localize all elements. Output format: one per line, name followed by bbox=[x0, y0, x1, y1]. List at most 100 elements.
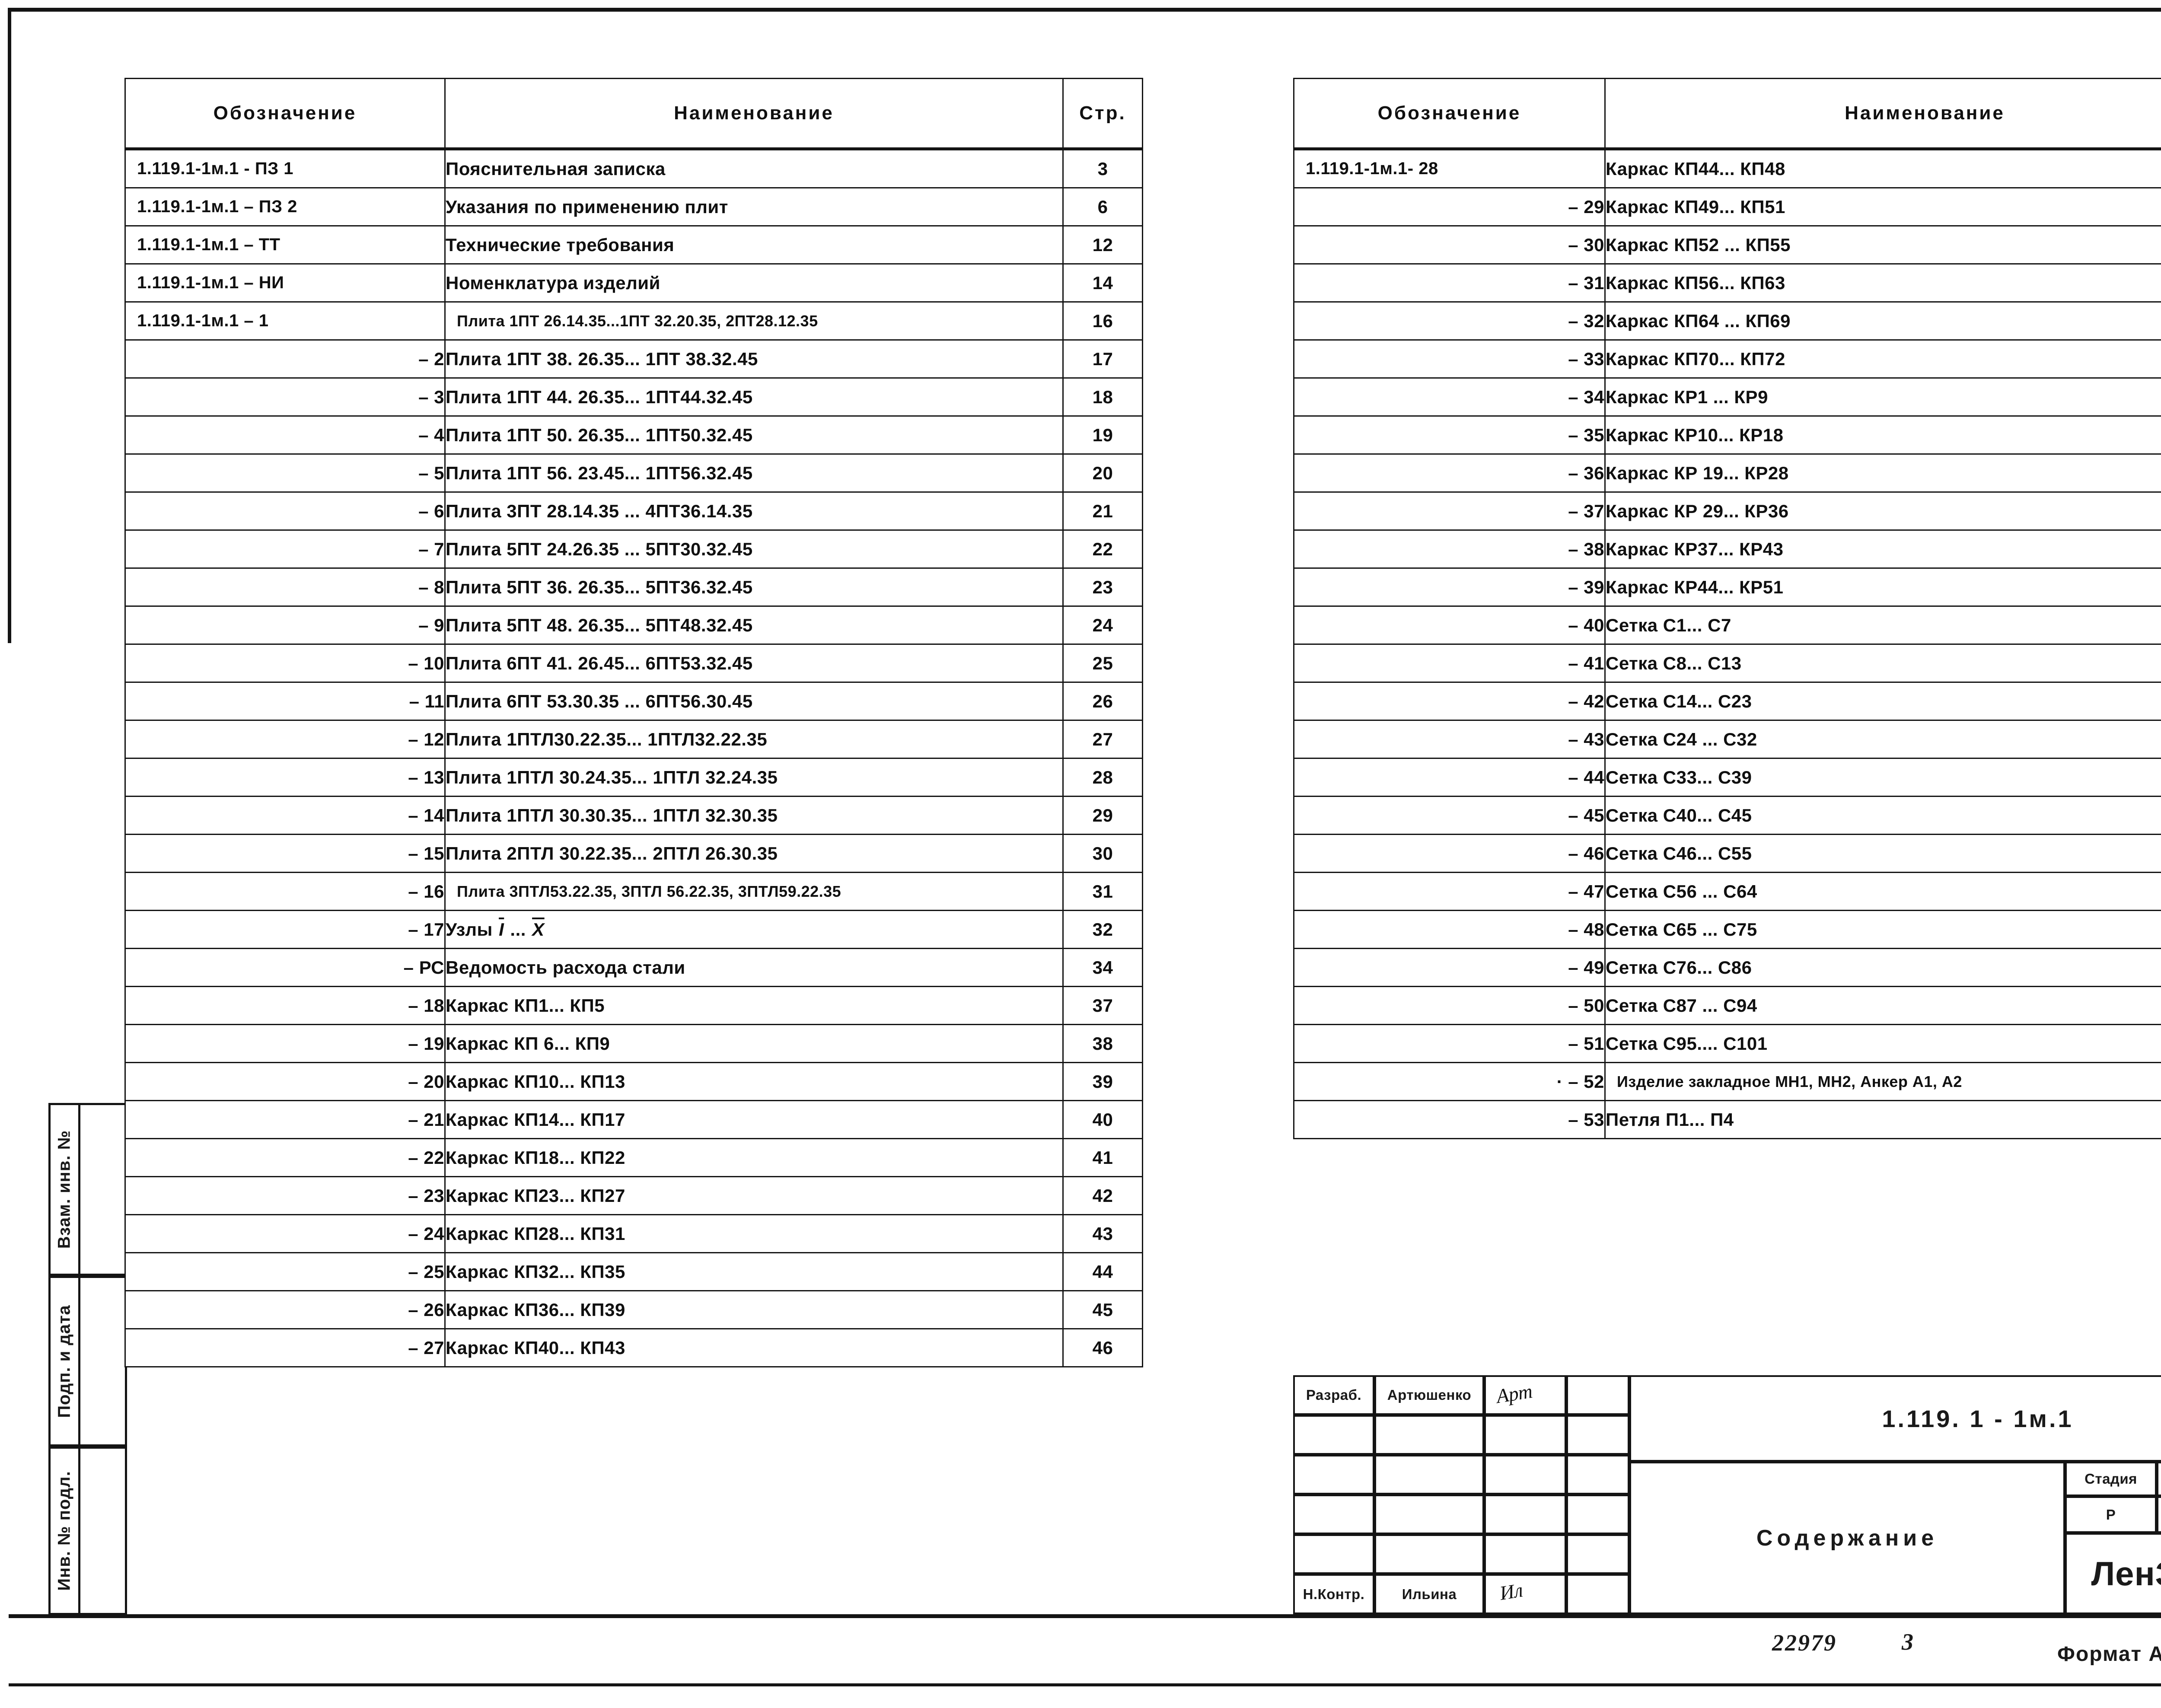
table-row[interactable]: – 24 Каркас КП28... КП31 43 bbox=[124, 1214, 1143, 1253]
left-row-name-12: Плита 5ПТ 48. 26.35... 5ПТ48.32.45 bbox=[444, 605, 1064, 645]
column-header-name: Наименование bbox=[444, 78, 1064, 150]
drawing-sheet-number: 3 bbox=[1902, 1629, 1913, 1655]
table-row[interactable]: – 3 Плита 1ПТ 44. 26.35... 1ПТ44.32.45 18 bbox=[124, 377, 1143, 417]
stamp-signature-cell-4 bbox=[1484, 1534, 1566, 1574]
margin-box-podp-data bbox=[80, 1276, 127, 1447]
table-row[interactable]: – 13 Плита 1ПТЛ 30.24.35... 1ПТЛ 32.24.35… bbox=[124, 758, 1143, 797]
table-row[interactable]: – 26 Каркас КП36... КП39 45 bbox=[124, 1290, 1143, 1329]
margin-strip-podp-data: Подп. и дата bbox=[48, 1276, 80, 1447]
right-row-designation-22: – 50 bbox=[1293, 986, 1606, 1025]
stamp-date-cell-1 bbox=[1566, 1415, 1629, 1455]
left-row-name-2: Технические требования bbox=[444, 225, 1064, 264]
table-row[interactable]: – 18 Каркас КП1... КП5 37 bbox=[124, 986, 1143, 1025]
left-row-designation-10: – 7 bbox=[124, 529, 446, 569]
table-row[interactable]: · – 52 Изделие закладное МН1, МН2, Анкер … bbox=[1293, 1062, 2161, 1101]
table-row[interactable]: 1.119.1-1м.1 – 1 Плита 1ПТ 26.14.35...1ПТ… bbox=[124, 301, 1143, 341]
left-row-page-1: 6 bbox=[1062, 187, 1143, 226]
table-row[interactable]: – 4 Плита 1ПТ 50. 26.35... 1ПТ50.32.45 19 bbox=[124, 415, 1143, 455]
stamp-signature-cell-2 bbox=[1484, 1455, 1566, 1494]
table-row[interactable]: – 16 Плита 3ПТЛ53.22.35, 3ПТЛ 56.22.35, 3… bbox=[124, 872, 1143, 911]
table-row[interactable]: – 14 Плита 1ПТЛ 30.30.35... 1ПТЛ 32.30.35… bbox=[124, 796, 1143, 835]
left-row-page-2: 12 bbox=[1062, 225, 1143, 264]
left-row-designation-15: – 12 bbox=[124, 720, 446, 759]
table-row[interactable]: 1.119.1-1м.1 – НИ Номенклатура изделий 14 bbox=[124, 263, 1143, 303]
table-row[interactable]: – 5 Плита 1ПТ 56. 23.45... 1ПТ56.32.45 20 bbox=[124, 453, 1143, 493]
left-row-page-19: 31 bbox=[1062, 872, 1143, 911]
table-row[interactable]: – 27 Каркас КП40... КП43 46 bbox=[124, 1328, 1143, 1367]
table-row[interactable]: – 20 Каркас КП10... КП13 39 bbox=[124, 1062, 1143, 1101]
table-row[interactable]: – 15 Плита 2ПТЛ 30.22.35... 2ПТЛ 26.30.35… bbox=[124, 834, 1143, 873]
table-row[interactable]: – 19 Каркас КП 6... КП9 38 bbox=[124, 1024, 1143, 1063]
right-row-designation-4: – 32 bbox=[1293, 301, 1606, 341]
right-row-name-7: Каркас КР10... КР18 bbox=[1604, 415, 2161, 455]
stamp-document-code: 1.119. 1 - 1м.1 bbox=[1629, 1375, 2161, 1462]
right-row-name-11: Каркас КР44... КР51 bbox=[1604, 567, 2161, 607]
left-row-name-22: Каркас КП1... КП5 bbox=[444, 986, 1064, 1025]
table-row[interactable]: – 11 Плита 6ПТ 53.30.35 ... 6ПТ56.30.45 26 bbox=[124, 682, 1143, 721]
table-row[interactable]: 1.119.1-1м.1 – ПЗ 2 Указания по применени… bbox=[124, 187, 1143, 226]
table-row[interactable]: – 9 Плита 5ПТ 48. 26.35... 5ПТ48.32.45 24 bbox=[124, 605, 1143, 645]
table-row[interactable]: – 10 Плита 6ПТ 41. 26.45... 6ПТ53.32.45 25 bbox=[124, 644, 1143, 683]
table-row[interactable]: – 8 Плита 5ПТ 36. 26.35... 5ПТ36.32.45 23 bbox=[124, 567, 1143, 607]
stamp-role-cell-0: Разраб. bbox=[1293, 1375, 1374, 1415]
left-row-designation-11: – 8 bbox=[124, 567, 446, 607]
table-row[interactable]: – 2 Плита 1ПТ 38. 26.35... 1ПТ 38.32.45 17 bbox=[124, 339, 1143, 379]
table-row[interactable]: 1.119.1-1м.1 - ПЗ 1 Пояснительная записка… bbox=[124, 148, 1143, 188]
right-row-designation-16: – 44 bbox=[1293, 758, 1606, 797]
right-row-designation-25: – 53 bbox=[1293, 1100, 1606, 1139]
left-row-designation-22: – 18 bbox=[124, 986, 446, 1025]
table-row[interactable]: – 12 Плита 1ПТЛ30.22.35... 1ПТЛ32.22.35 27 bbox=[124, 720, 1143, 759]
left-row-name-21: Ведомость расхода стали bbox=[444, 948, 1064, 987]
table-row[interactable]: – 7 Плита 5ПТ 24.26.35 ... 5ПТ30.32.45 22 bbox=[124, 529, 1143, 569]
right-row-name-18: Сетка С46... С55 bbox=[1604, 834, 2161, 873]
table-row[interactable]: – 21 Каркас КП14... КП17 40 bbox=[124, 1100, 1143, 1139]
left-row-name-8: Плита 1ПТ 56. 23.45... 1ПТ56.32.45 bbox=[444, 453, 1064, 493]
table-row[interactable]: – 25 Каркас КП32... КП35 44 bbox=[124, 1252, 1143, 1291]
left-row-designation-18: – 15 bbox=[124, 834, 446, 873]
column-header-name: Наименование bbox=[1604, 78, 2161, 150]
left-row-name-23: Каркас КП 6... КП9 bbox=[444, 1024, 1064, 1063]
left-row-name-15: Плита 1ПТЛ30.22.35... 1ПТЛ32.22.35 bbox=[444, 720, 1064, 759]
left-row-page-8: 20 bbox=[1062, 453, 1143, 493]
table-row[interactable]: – 22 Каркас КП18... КП22 41 bbox=[124, 1138, 1143, 1177]
left-row-designation-12: – 9 bbox=[124, 605, 446, 645]
left-row-page-29: 44 bbox=[1062, 1252, 1143, 1291]
table-row[interactable]: – РС Ведомость расхода стали 34 bbox=[124, 948, 1143, 987]
table-row[interactable]: 1.119.1-1м.1 – ТТ Технические требования 1… bbox=[124, 225, 1143, 264]
table-row[interactable]: – 23 Каркас КП23... КП27 42 bbox=[124, 1176, 1143, 1215]
margin-strip-inv-podl: Инв. № подл. bbox=[48, 1447, 80, 1615]
left-row-designation-4: 1.119.1-1м.1 – 1 bbox=[124, 301, 446, 341]
sheet-frame-top-line bbox=[8, 8, 2161, 12]
drawing-format-label: Формат А3 bbox=[2057, 1643, 2161, 1666]
left-row-name-20: Узлы I ... X bbox=[444, 910, 1064, 949]
left-row-page-30: 45 bbox=[1062, 1290, 1143, 1329]
table-row[interactable]: – 17 Узлы I ... X 32 bbox=[124, 910, 1143, 949]
table-row[interactable]: – 6 Плита 3ПТ 28.14.35 ... 4ПТ36.14.35 21 bbox=[124, 491, 1143, 531]
left-row-designation-21: – РС bbox=[124, 948, 446, 987]
